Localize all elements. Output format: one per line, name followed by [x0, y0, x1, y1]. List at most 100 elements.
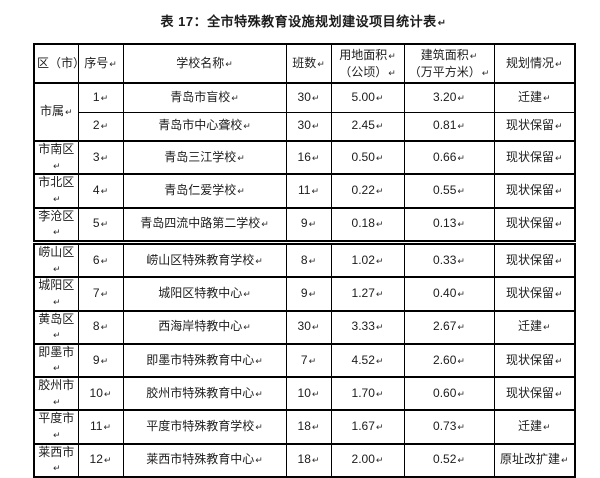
paragraph-mark: ↵	[554, 256, 563, 267]
paragraph-mark: ↵	[388, 52, 396, 63]
cell-building-area: 0.40↵	[403, 276, 495, 312]
special-education-table-upper: 区（市）序号↵学校名称↵班数↵用地面积↵（公顷）↵建筑面积↵（万平方米）↵规划情…	[33, 43, 576, 242]
cell-text: 11	[89, 419, 103, 434]
cell-school: 即墨市特殊教育中心↵	[122, 342, 287, 378]
paragraph-mark: ↵	[255, 389, 263, 400]
cell-school: 城阳区特教中心↵	[122, 276, 287, 312]
paragraph-mark: ↵	[311, 323, 320, 334]
cell-text: 9	[92, 352, 100, 367]
paragraph-mark: ↵	[457, 93, 465, 104]
cell-classes: 18↵	[285, 409, 332, 445]
header-line: （万平方米）↵	[407, 64, 492, 80]
cell-classes: 18↵	[285, 442, 332, 478]
cell-building-area: 0.33↵	[403, 242, 495, 278]
cell-planning: 迁建↵	[493, 309, 576, 345]
paragraph-mark: ↵	[243, 323, 251, 334]
paragraph-mark: ↵	[457, 187, 465, 198]
cell-school: 崂山区特殊教育学校↵	[122, 242, 287, 278]
paragraph-mark: ↵	[481, 68, 490, 79]
cell-text: 0.33	[433, 252, 457, 267]
cell-classes: 30↵	[285, 82, 332, 113]
header-line: 用地面积↵	[334, 47, 402, 63]
cell-school: 胶州市特殊教育中心↵	[122, 376, 287, 411]
paragraph-mark: ↵	[542, 93, 551, 104]
cell-no: 9↵	[77, 342, 124, 378]
cell-planning: 原址改扩建↵	[493, 442, 576, 478]
cell-text: 学校名称	[176, 56, 225, 71]
cell-text: 青岛四流中路第二学校	[140, 216, 261, 231]
cell-text: 西海岸特教中心	[158, 319, 243, 334]
paragraph-mark: ↵	[457, 423, 465, 434]
cell-classes: 30↵	[285, 111, 332, 142]
cell-no: 10↵	[77, 376, 124, 411]
paragraph-mark: ↵	[237, 153, 245, 164]
cell-building-area: 0.60↵	[403, 376, 495, 411]
paragraph-mark: ↵	[311, 93, 320, 104]
cell-planning: 现状保留↵	[493, 206, 576, 242]
cell-planning: 现状保留↵	[493, 342, 576, 378]
cell-no: 2↵	[77, 111, 124, 142]
paragraph-mark: ↵	[560, 456, 569, 467]
cell-building-area: 2.60↵	[403, 342, 495, 378]
cell-text: 原址改扩建	[499, 452, 560, 467]
cell-land-area: 2.45↵	[330, 111, 405, 142]
paragraph-mark: ↵	[231, 93, 239, 104]
paragraph-mark: ↵	[311, 456, 320, 467]
cell-text: 0.18	[351, 216, 375, 231]
cell-district: 平度市 ↵	[33, 409, 79, 445]
cell-land-area: 0.18↵	[330, 206, 405, 242]
paragraph-mark: ↵	[311, 423, 320, 434]
cell-district: 城阳区 ↵	[33, 276, 79, 312]
cell-text: 黄岛区	[38, 311, 75, 326]
cell-text: 班数	[292, 56, 317, 71]
paragraph-mark: ↵	[375, 456, 384, 467]
cell-text: 1.70	[351, 385, 375, 400]
cell-land-area: 3.33↵	[330, 309, 405, 345]
cell-text: 市北区	[38, 175, 75, 190]
cell-text: 序号	[84, 56, 109, 71]
cell-text: 城阳区	[38, 278, 75, 293]
paragraph-mark: ↵	[243, 290, 251, 301]
cell-text: 即墨市	[38, 344, 75, 359]
header-line: 学校名称↵	[126, 55, 284, 71]
paragraph-mark: ↵	[457, 220, 465, 231]
cell-school: 莱西市特殊教育中心↵	[122, 442, 287, 478]
cell-classes: 9↵	[285, 276, 332, 312]
table-title-text: 表 17：全市特殊教育设施规划建设项目统计表	[160, 14, 437, 29]
paragraph-mark: ↵	[255, 456, 263, 467]
cell-text: 4.52	[351, 352, 375, 367]
paragraph-mark: ↵	[457, 323, 465, 334]
cell-text: 3.33	[351, 319, 375, 334]
paragraph-mark: ↵	[243, 122, 251, 133]
cell-land-area: 1.27↵	[330, 276, 405, 312]
header-line: 建筑面积↵	[407, 47, 492, 63]
cell-text: 李沧区	[38, 208, 75, 223]
cell-building-area: 2.67↵	[403, 309, 495, 345]
paragraph-mark: ↵	[554, 60, 563, 71]
paragraph-mark: ↵	[255, 256, 263, 267]
paragraph-mark: ↵	[375, 256, 384, 267]
table-row: 市属↵ 1↵ 青岛市盲校↵ 30↵ 5.00↵ 3.20↵ 迁建↵	[33, 82, 576, 142]
cell-text: 10	[89, 385, 103, 400]
cell-school: 青岛仁爱学校↵	[122, 173, 287, 209]
table-row: 李沧区↵ 5↵ 青岛四流中路第二学校↵ 9↵ 0.18↵ 0.13↵ 现状保留↵	[33, 206, 576, 242]
cell-text: 10	[297, 385, 311, 400]
paragraph-mark: ↵	[52, 228, 61, 239]
cell-text: 9	[300, 216, 308, 231]
paragraph-mark: ↵	[457, 456, 465, 467]
paragraph-mark: ↵	[375, 153, 384, 164]
cell-text: 市南区	[38, 142, 75, 156]
paragraph-mark: ↵	[375, 290, 384, 301]
table-row: 市南区↵ 3↵ 青岛三江学校↵ 16↵ 0.50↵ 0.66↵ 现状保留↵	[33, 139, 576, 175]
cell-text: 12	[89, 452, 103, 467]
paragraph-mark: ↵	[375, 323, 384, 334]
paragraph-mark: ↵	[52, 297, 61, 308]
table-row: 2↵ 青岛市中心聋校↵ 30↵ 2.45↵ 0.81↵ 现状保留↵	[34, 111, 576, 142]
cell-district: 市北区 ↵	[33, 173, 79, 209]
paragraph-mark: ↵	[388, 68, 396, 79]
paragraph-mark: ↵	[64, 108, 73, 119]
cell-text: 平度市	[38, 411, 75, 426]
table-row: 即墨市↵ 9↵ 即墨市特殊教育中心↵ 7↵ 4.52↵ 2.60↵ 现状保留↵	[33, 342, 576, 378]
cell-text: 0.73	[433, 419, 457, 434]
paragraph-mark: ↵	[52, 431, 61, 441]
